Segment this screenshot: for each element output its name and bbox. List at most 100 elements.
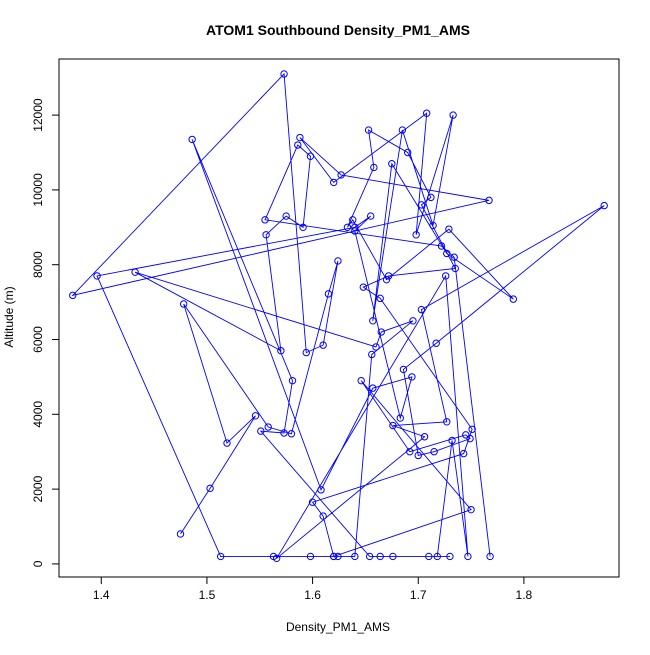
data-point xyxy=(600,201,608,210)
data-point xyxy=(296,133,304,142)
data-point xyxy=(370,163,378,172)
data-point xyxy=(396,414,404,422)
data-point xyxy=(425,552,433,561)
data-point xyxy=(389,552,397,561)
y-tick-label: 4000 xyxy=(31,401,45,428)
data-point xyxy=(437,242,446,250)
data-point xyxy=(369,317,377,325)
data-point xyxy=(369,384,377,392)
chart-title: ATOM1 Southbound Density_PM1_AMS xyxy=(206,22,470,38)
data-point xyxy=(351,223,359,232)
y-axis: 0 2000 4000 6000 8000 10000 12000 xyxy=(31,98,59,567)
x-tick-label: 1.8 xyxy=(516,588,533,602)
data-point xyxy=(412,231,420,239)
data-point xyxy=(448,436,456,445)
data-point xyxy=(280,429,288,437)
data-point xyxy=(364,126,373,134)
y-tick-label: 2000 xyxy=(31,475,45,502)
data-point xyxy=(319,341,327,349)
data-point xyxy=(420,433,429,441)
data-point xyxy=(257,427,265,435)
data-point xyxy=(317,486,325,494)
data-point xyxy=(306,552,315,561)
y-axis-label: Altitude (m) xyxy=(2,286,16,347)
data-point xyxy=(299,223,307,232)
data-point xyxy=(334,552,342,561)
y-tick-label: 8000 xyxy=(31,251,45,278)
data-point xyxy=(216,552,225,561)
data-point xyxy=(251,412,260,420)
data-point xyxy=(366,212,375,220)
data-point xyxy=(324,290,333,298)
data-point xyxy=(302,348,310,357)
y-tick-label: 6000 xyxy=(31,326,45,353)
data-point xyxy=(351,552,359,561)
data-point xyxy=(409,317,417,325)
data-point xyxy=(443,418,451,426)
data-point xyxy=(357,376,365,385)
x-tick-label: 1.7 xyxy=(410,588,427,602)
data-point xyxy=(414,451,422,460)
data-point xyxy=(466,434,474,443)
data-point xyxy=(308,498,317,506)
x-tick-label: 1.4 xyxy=(93,588,110,602)
data-point xyxy=(277,347,285,355)
data-point xyxy=(486,552,494,561)
data-point xyxy=(388,160,396,168)
data-point xyxy=(176,530,185,538)
data-point xyxy=(464,552,472,561)
data-point xyxy=(468,425,476,433)
y-tick-label: 12000 xyxy=(31,98,45,132)
series-layer xyxy=(69,70,608,562)
x-axis-label: Density_PM1_AMS xyxy=(286,620,390,634)
data-point xyxy=(287,430,296,438)
data-point xyxy=(349,216,357,224)
plot-frame xyxy=(58,58,620,578)
x-tick-label: 1.5 xyxy=(199,588,216,602)
data-point xyxy=(288,376,297,385)
data-point xyxy=(445,225,453,233)
data-point xyxy=(417,201,426,209)
data-point xyxy=(398,126,407,134)
data-point xyxy=(408,373,416,381)
data-point xyxy=(462,431,470,439)
data-point xyxy=(399,365,408,374)
data-point xyxy=(376,552,384,561)
data-point xyxy=(359,283,368,291)
data-point xyxy=(427,193,435,202)
data-point xyxy=(93,272,101,280)
data-point xyxy=(294,141,302,149)
x-tick-label: 1.6 xyxy=(304,588,321,602)
data-point xyxy=(343,223,352,232)
data-point xyxy=(206,484,214,493)
data-point xyxy=(509,295,518,303)
data-point xyxy=(449,111,457,119)
data-point xyxy=(430,448,438,456)
data-point xyxy=(422,109,431,117)
data-point xyxy=(306,152,315,160)
data-point xyxy=(351,227,359,235)
data-point xyxy=(280,70,288,78)
data-point xyxy=(406,448,414,456)
data-point xyxy=(262,231,270,239)
data-point xyxy=(432,339,440,347)
data-point xyxy=(442,272,450,280)
data-point xyxy=(282,212,290,220)
y-tick-label: 0 xyxy=(31,560,45,567)
data-point xyxy=(417,305,426,314)
data-point xyxy=(69,291,77,300)
data-point xyxy=(429,221,437,230)
data-point xyxy=(261,216,269,224)
data-point xyxy=(443,249,451,258)
data-point xyxy=(382,275,391,284)
series-line xyxy=(71,72,605,559)
data-point xyxy=(223,439,231,447)
data-point xyxy=(389,421,397,430)
data-point xyxy=(459,449,468,458)
x-axis: 1.4 1.5 1.6 1.7 1.8 xyxy=(93,577,533,602)
data-point xyxy=(337,171,345,179)
data-point xyxy=(377,328,385,336)
